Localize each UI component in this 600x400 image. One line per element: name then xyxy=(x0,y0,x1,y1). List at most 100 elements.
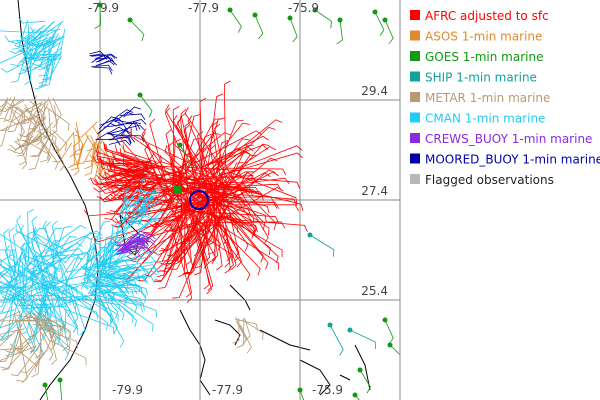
legend-label: CREWS_BUOY 1-min marine xyxy=(425,132,592,146)
wind-barb xyxy=(212,219,261,276)
wind-barb xyxy=(47,291,98,320)
wind-barb xyxy=(179,112,189,192)
wind-barb xyxy=(106,276,148,286)
wind-barb xyxy=(3,228,13,285)
wind-barb xyxy=(39,314,56,351)
wind-barb xyxy=(199,146,254,169)
wind-barb xyxy=(18,17,45,24)
wind-barb xyxy=(119,236,144,254)
wind-barb xyxy=(384,319,394,345)
wind-barb xyxy=(31,342,42,378)
wind-barb xyxy=(21,296,61,345)
wind-barb xyxy=(113,162,151,190)
wind-barb xyxy=(228,204,299,212)
wind-barb xyxy=(94,168,144,189)
wind-barb xyxy=(0,50,28,64)
wind-barb xyxy=(191,219,212,295)
wind-barb xyxy=(51,220,64,282)
wind-barb xyxy=(80,281,128,292)
wind-barb xyxy=(114,109,134,119)
wind-barb xyxy=(96,177,136,201)
wind-barb xyxy=(107,293,154,332)
wind-barb xyxy=(118,205,147,227)
wind-barb xyxy=(14,311,22,355)
wind-barb xyxy=(169,222,193,304)
wind-barb xyxy=(36,100,46,133)
wind-barb xyxy=(123,240,156,251)
wind-barb xyxy=(4,245,20,289)
wind-barb xyxy=(0,264,15,273)
wind-barb xyxy=(4,35,30,42)
wind-barb xyxy=(164,183,204,232)
graticule xyxy=(0,0,400,400)
wind-barb xyxy=(99,233,135,273)
wind-barb xyxy=(111,188,175,203)
wind-barb xyxy=(3,96,16,122)
wind-barb xyxy=(115,144,179,173)
wind-barb xyxy=(95,53,118,63)
wind-barb xyxy=(93,173,145,193)
wind-barb xyxy=(227,218,308,232)
wind-barb xyxy=(24,140,50,162)
wind-barb xyxy=(172,222,212,299)
wind-barbs xyxy=(0,2,405,400)
legend-background xyxy=(400,0,600,400)
wind-barb xyxy=(38,57,50,84)
wind-barb xyxy=(85,237,130,273)
wind-barb xyxy=(39,131,60,156)
wind-barb xyxy=(44,384,49,400)
wind-barb xyxy=(102,265,141,280)
wind-barb xyxy=(0,260,37,281)
wind-barb xyxy=(218,152,303,177)
wind-barb xyxy=(96,249,149,269)
wind-barb xyxy=(95,53,116,59)
wind-barb xyxy=(92,126,103,148)
wind-barb xyxy=(119,201,144,212)
wind-barb xyxy=(42,220,69,274)
wind-barb xyxy=(0,317,30,329)
wind-barb xyxy=(34,54,51,90)
wind-barb xyxy=(349,329,377,350)
wind-barb xyxy=(119,247,152,254)
wind-barb xyxy=(228,177,290,186)
wind-barb xyxy=(218,144,254,206)
wind-barb xyxy=(92,66,113,75)
wind-barb xyxy=(177,169,200,257)
wind-barb xyxy=(0,285,34,304)
wind-barb xyxy=(0,299,34,341)
wind-barb xyxy=(2,259,55,300)
wind-barb xyxy=(19,347,49,374)
wind-barb xyxy=(44,236,77,274)
wind-barb xyxy=(115,236,139,252)
wind-barb xyxy=(61,253,86,296)
wind-barb xyxy=(119,168,165,181)
wind-barb xyxy=(220,174,240,262)
wind-barb xyxy=(14,115,23,143)
wind-barb xyxy=(196,150,250,182)
wind-barb xyxy=(183,132,232,167)
wind-barb xyxy=(74,127,84,152)
wind-barb xyxy=(35,259,52,312)
wind-barb xyxy=(122,157,191,203)
wind-barb xyxy=(0,344,29,370)
wind-barb xyxy=(100,273,155,284)
wind-barb xyxy=(85,276,125,321)
wind-barb xyxy=(123,166,155,190)
wind-barb xyxy=(162,198,217,262)
wind-barb xyxy=(131,191,151,211)
wind-barb xyxy=(121,245,146,255)
wind-barb xyxy=(0,97,12,109)
wind-barb xyxy=(169,223,205,270)
wind-barb xyxy=(194,203,215,269)
wind-barb xyxy=(114,111,134,122)
wind-barb xyxy=(44,221,59,280)
wind-barb xyxy=(27,103,46,120)
wind-barb xyxy=(41,140,59,170)
wind-barb xyxy=(220,171,255,219)
wind-barb xyxy=(128,175,190,215)
wind-barb xyxy=(192,122,250,185)
wind-barb xyxy=(32,118,57,145)
wind-barb xyxy=(175,114,201,192)
wind-barb xyxy=(0,305,12,329)
wind-barb xyxy=(69,132,76,158)
